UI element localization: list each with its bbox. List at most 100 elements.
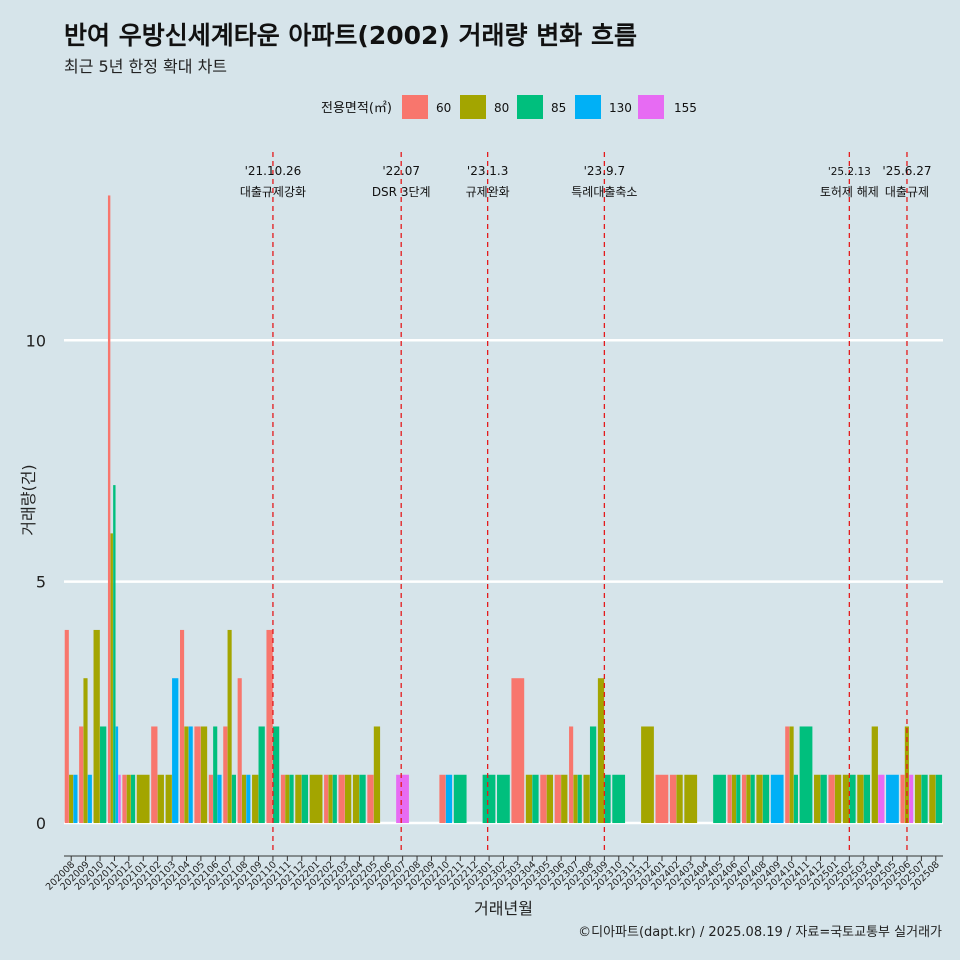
legend-label: 80	[494, 101, 509, 115]
event-date-label: '21.10.26	[245, 164, 302, 178]
bar-80-202009	[83, 678, 88, 824]
event-label: 토허제 해제	[820, 185, 879, 199]
bar-60-202501	[828, 774, 835, 824]
bar-60-202111	[280, 774, 285, 824]
bar-80-202105	[200, 726, 208, 824]
bar-130-202210	[445, 774, 453, 824]
bar-155-202506	[909, 774, 914, 824]
bar-85-202502	[849, 774, 856, 824]
bar-130-202009	[87, 774, 92, 824]
bar-130-202505	[886, 774, 899, 824]
legend-swatch-60	[402, 95, 428, 119]
event-label: 특례대출축소	[571, 185, 637, 199]
bar-85-202406	[736, 774, 741, 824]
bar-85-202202	[332, 774, 337, 824]
bar-60-202012	[122, 774, 127, 824]
bar-60-202203	[338, 774, 345, 824]
bar-85-202412	[820, 774, 827, 824]
legend-swatch-85	[517, 95, 543, 119]
bar-60-202401	[655, 774, 669, 824]
bar-60-202108	[237, 678, 242, 824]
y-tick-label: 0	[36, 814, 46, 833]
bar-60-202306	[554, 774, 561, 824]
bar-80-202501	[834, 774, 842, 824]
bar-80-202406	[731, 774, 737, 824]
legend-label: 130	[609, 101, 632, 115]
bar-85-202308	[589, 726, 597, 824]
bar-80-202309	[597, 678, 605, 824]
event-label: 대출규제강화	[240, 185, 306, 199]
bar-85-202407	[750, 774, 755, 824]
bar-80-202011	[110, 533, 113, 824]
bar-80-202306	[561, 774, 568, 824]
legend-title: 전용면적(㎡)	[321, 101, 392, 116]
bar-80-202408	[756, 774, 763, 824]
bar-60-202210	[439, 774, 446, 824]
legend-label: 85	[551, 101, 566, 115]
bar-85-202204	[359, 774, 366, 824]
bar-80-202107	[227, 629, 232, 824]
bar-60-202202	[324, 774, 329, 824]
bar-80-202111	[285, 774, 290, 824]
y-tick-label: 10	[26, 331, 46, 350]
chart-subtitle: 최근 5년 한정 확대 차트	[64, 57, 228, 76]
bar-80-202012	[126, 774, 131, 824]
bar-60-202307	[569, 726, 574, 824]
bar-80-202507	[914, 774, 922, 824]
bar-85-202211	[453, 774, 467, 824]
bar-85-202011	[113, 485, 116, 824]
legend-swatch-80	[460, 95, 486, 119]
bar-85-202310	[612, 774, 626, 824]
bar-85-202405	[713, 774, 726, 824]
bar-85-202411	[799, 726, 813, 824]
bar-60-202402	[669, 774, 677, 824]
bar-60-202104	[180, 629, 185, 824]
bar-85-202112	[301, 774, 309, 824]
bar-80-202108	[241, 774, 247, 824]
bar-85-202508	[935, 774, 943, 824]
bar-155-202207	[396, 774, 409, 824]
bar-60-202110	[266, 629, 273, 824]
bar-85-202110	[272, 726, 280, 824]
event-label: DSR 3단계	[372, 185, 431, 199]
bar-60-202102	[151, 726, 158, 824]
bar-60-202011	[107, 195, 111, 824]
chart-title: 반여 우방신세계타운 아파트(2002) 거래량 변화 흐름	[64, 21, 637, 50]
bar-60-202410	[785, 726, 790, 824]
event-date-label: '25.2.13	[828, 166, 871, 178]
bar-60-202008	[64, 629, 69, 824]
bar-80-202102	[157, 774, 164, 824]
bar-130-202108	[246, 774, 251, 824]
bar-80-202304	[525, 774, 533, 824]
bar-60-202106	[208, 774, 213, 824]
bar-80-202205	[373, 726, 381, 824]
bar-85-202010	[100, 726, 107, 824]
bar-85-202309	[604, 774, 611, 824]
legend-label: 155	[674, 101, 697, 115]
bar-60-202506	[900, 774, 905, 824]
bar-80-202504	[871, 726, 878, 824]
y-tick-label: 5	[36, 573, 46, 592]
source-caption: ©디아파트(dapt.kr) / 2025.08.19 / 자료=국토교통부 실…	[578, 925, 942, 940]
bar-85-202307	[577, 774, 582, 824]
legend-swatch-130	[575, 95, 601, 119]
bar-60-202305	[540, 774, 547, 824]
bar-80-202202	[328, 774, 333, 824]
legend-swatch-155	[638, 95, 664, 119]
bar-85-202507	[921, 774, 928, 824]
event-label: 대출규제	[885, 185, 929, 199]
event-date-label: '22.07	[382, 164, 420, 178]
bar-80-202010	[93, 629, 100, 824]
bar-80-202403	[684, 774, 698, 824]
bar-80-202203	[344, 774, 352, 824]
bar-85-202111	[289, 774, 294, 824]
bar-80-202103	[165, 774, 172, 824]
bar-60-202105	[194, 726, 201, 824]
bar-155-202504	[878, 774, 885, 824]
bar-130-202008	[73, 774, 78, 824]
bar-80-202308	[583, 774, 590, 824]
bar-85-202012	[131, 774, 136, 824]
bar-130-202106	[217, 774, 222, 824]
event-date-label: '23.9.7	[584, 164, 625, 178]
bar-80-202407	[746, 774, 751, 824]
